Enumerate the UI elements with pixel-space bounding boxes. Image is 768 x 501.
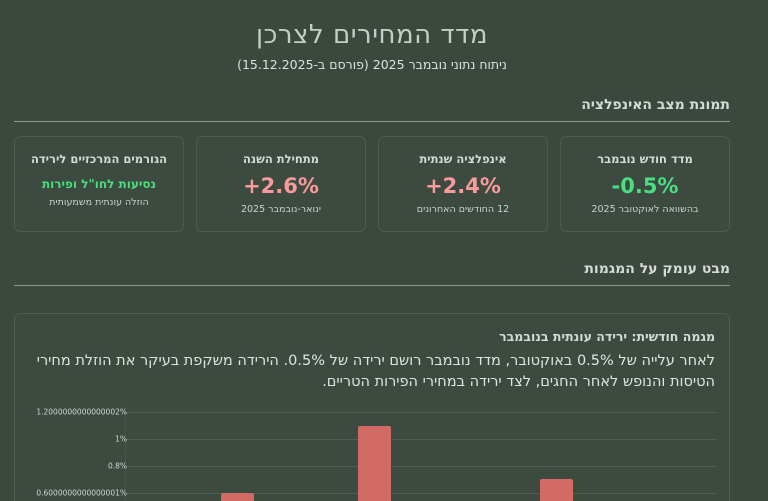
- insight-title: מגמה חודשית: ירידה עונתית בנובמבר: [499, 329, 715, 344]
- kpi-card-monthly: מדד חודש נובמבר -0.5% בהשוואה לאוקטובר 2…: [560, 136, 730, 232]
- kpi-sub: 12 החודשים האחרונים: [416, 204, 510, 215]
- kpi-card-ytd: מתחילת השנה +2.6% ינואר-נובמבר 2025: [196, 136, 366, 232]
- kpi-label: אינפלציה שנתית: [419, 152, 507, 166]
- chart-bar[interactable]: [540, 479, 573, 501]
- kpi-value: נסיעות לחו"ל ופירות: [41, 177, 156, 191]
- y-tick-label: 0.8%: [107, 461, 127, 471]
- gridline: [125, 439, 717, 440]
- chart-bar[interactable]: [358, 426, 391, 501]
- y-tick-label: 1%: [115, 434, 127, 444]
- y-tick-label: 1.2000000000000002%: [36, 407, 127, 417]
- kpi-value: -0.5%: [611, 174, 679, 198]
- section-title-snapshot: תמונת מצב האינפלציה: [14, 97, 730, 122]
- kpi-sub: בהשוואה לאוקטובר 2025: [591, 204, 699, 215]
- gridline: [125, 466, 717, 467]
- chart-bar[interactable]: [221, 493, 254, 501]
- kpi-value: +2.6%: [243, 174, 319, 198]
- kpi-label: מתחילת השנה: [242, 152, 319, 166]
- kpi-sub: הוזלה עונתית משמעותית: [49, 197, 149, 208]
- kpi-label: הגורמים המרכזיים לירידה: [31, 152, 167, 166]
- kpi-label: מדד חודש נובמבר: [597, 152, 693, 166]
- page-title: מדד המחירים לצרכן: [256, 20, 488, 50]
- kpi-cards: מדד חודש נובמבר -0.5% בהשוואה לאוקטובר 2…: [14, 136, 730, 232]
- kpi-sub: ינואר-נובמבר 2025: [240, 204, 322, 215]
- kpi-card-drivers: הגורמים המרכזיים לירידה נסיעות לחו"ל ופי…: [14, 136, 184, 232]
- insight-body: לאחר עלייה של 0.5% באוקטובר, מדד נובמבר …: [36, 353, 715, 390]
- y-tick-label: 0.6000000000000001%: [36, 488, 127, 498]
- insight-card: מגמה חודשית: ירידה עונתית בנובמבר לאחר ע…: [14, 313, 730, 501]
- section-title-trends: מבט עומק על המגמות: [14, 261, 730, 286]
- monthly-change-chart: 1.2000000000000002% 1% 0.8% 0.6000000000…: [15, 404, 731, 501]
- page-subtitle: ניתוח נתוני נובמבר 2025 (פורסם ב-15.12.2…: [237, 57, 507, 72]
- gridline: [125, 493, 717, 494]
- y-axis: [125, 404, 126, 501]
- kpi-card-annual: אינפלציה שנתית +2.4% 12 החודשים האחרונים: [378, 136, 548, 232]
- kpi-value: +2.4%: [425, 174, 501, 198]
- gridline: [125, 412, 717, 413]
